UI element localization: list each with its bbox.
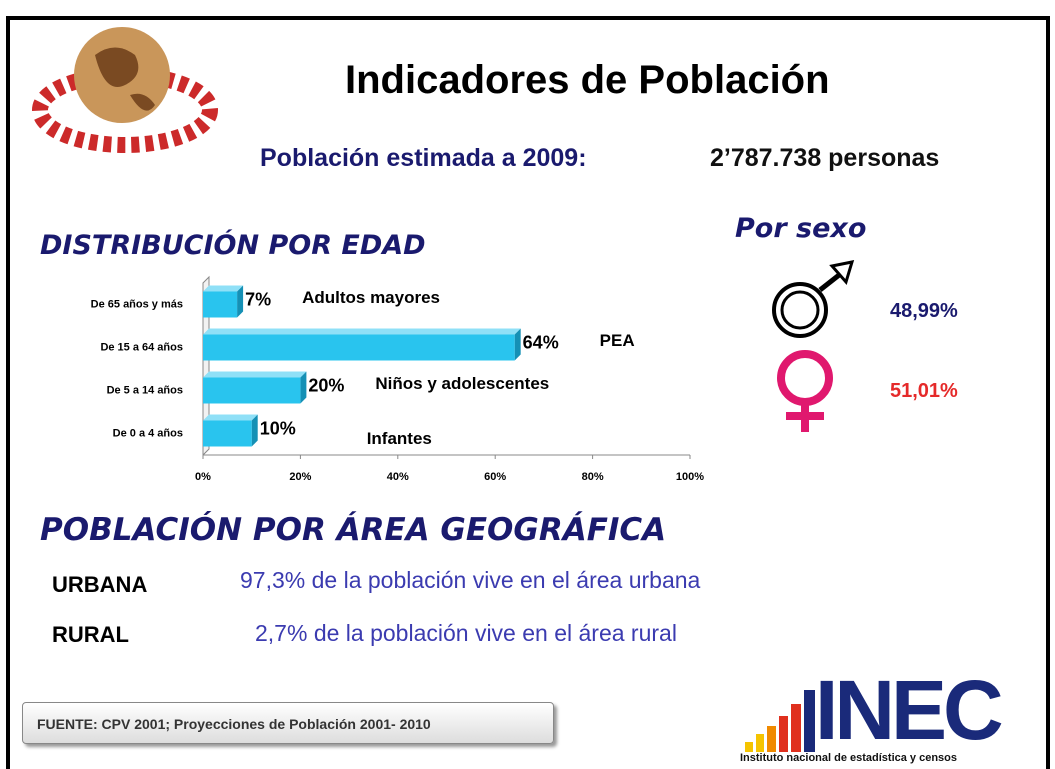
- bar: [203, 378, 300, 404]
- inec-logo: [745, 690, 815, 752]
- area-label: URBANA: [52, 572, 147, 598]
- area-label: RURAL: [52, 622, 129, 648]
- annotation: Infantes: [367, 429, 432, 448]
- slide: 0% 20% 40% 60% 80% 100% De 65 años y más 7% Adul…: [0, 0, 1055, 769]
- value-label: 20%: [308, 375, 344, 395]
- bar-top: [203, 415, 258, 421]
- area-text: 97,3% de la población vive en el área ur…: [240, 567, 700, 594]
- annotation: Adultos mayores: [302, 288, 440, 307]
- female-symbol: [781, 354, 829, 432]
- area-text: 2,7% de la población vive en el área rur…: [255, 620, 677, 647]
- population-value: 2’787.738 personas: [710, 144, 939, 173]
- bar-top: [203, 286, 243, 292]
- y-tick-label: De 5 a 14 años: [107, 384, 183, 396]
- x-tick-label: 60%: [484, 471, 506, 483]
- bar-top: [203, 329, 521, 335]
- x-tick-label: 100%: [676, 471, 704, 483]
- source-box: FUENTE: CPV 2001; Proyecciones de Poblac…: [22, 702, 554, 744]
- globe-icon: [40, 27, 210, 145]
- bar: [203, 421, 252, 447]
- section-title: POBLACIÓN POR ÁREA GEOGRÁFICA: [40, 512, 666, 548]
- section-title: DISTRIBUCIÓN POR EDAD: [40, 230, 426, 261]
- bar: [203, 292, 237, 318]
- annotation: PEA: [600, 331, 635, 350]
- logo-text: INEC: [815, 668, 1000, 752]
- annotation: Niños y adolescentes: [375, 374, 549, 393]
- value-label: 10%: [260, 418, 296, 438]
- male-share: 48,99%: [890, 300, 958, 323]
- value-label: 7%: [245, 289, 271, 309]
- bar-top: [203, 372, 306, 378]
- y-tick-label: De 65 años y más: [91, 298, 183, 310]
- y-tick-label: De 0 a 4 años: [113, 427, 183, 439]
- value-label: 64%: [523, 332, 559, 352]
- x-tick-label: 40%: [387, 471, 409, 483]
- male-symbol: [774, 262, 852, 336]
- title: Indicadores de Población: [345, 58, 830, 103]
- bar: [203, 335, 515, 361]
- logo-caption: Instituto nacional de estadística y cens…: [740, 752, 957, 764]
- x-tick-label: 80%: [582, 471, 604, 483]
- y-tick-label: De 15 a 64 años: [100, 341, 183, 353]
- population-label: Población estimada a 2009:: [260, 144, 587, 173]
- x-tick-label: 20%: [289, 471, 311, 483]
- female-share: 51,01%: [890, 380, 958, 403]
- section-title: Por sexo: [735, 213, 866, 244]
- x-tick-label: 0%: [195, 471, 211, 483]
